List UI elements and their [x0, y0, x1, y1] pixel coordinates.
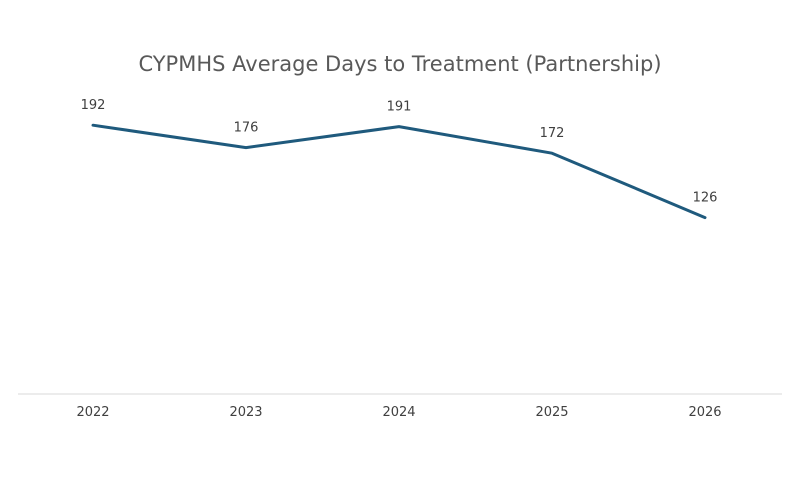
x-tick-label-2025: 2025: [535, 405, 568, 420]
x-tick-label-2022: 2022: [76, 405, 109, 420]
x-tick-label-2023: 2023: [229, 405, 262, 420]
data-label-2026: 126: [693, 191, 718, 206]
data-label-2022: 192: [81, 98, 106, 113]
x-tick-label-2026: 2026: [688, 405, 721, 420]
series-line: [91, 123, 707, 220]
chart-title: CYPMHS Average Days to Treatment (Partne…: [138, 52, 662, 76]
x-tick-label-2024: 2024: [382, 405, 415, 420]
data-label-2023: 176: [234, 121, 259, 136]
data-label-2025: 172: [540, 126, 565, 141]
data-label-2024: 191: [387, 100, 412, 115]
